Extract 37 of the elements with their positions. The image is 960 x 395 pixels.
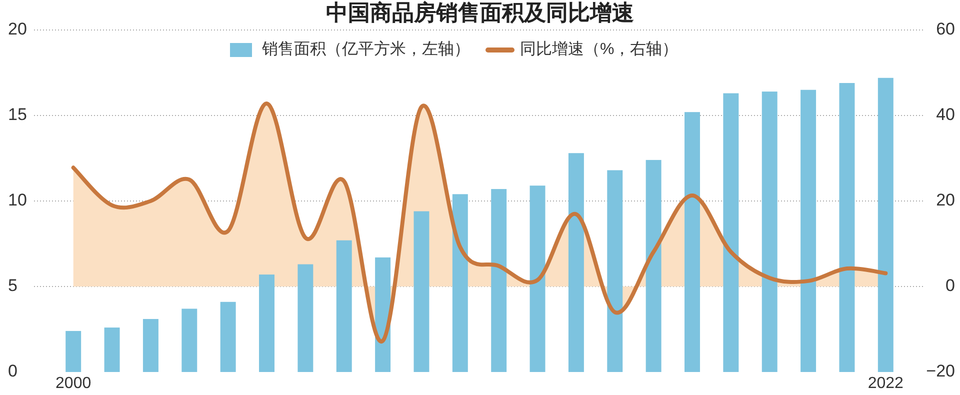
- y2-tick-label: 60: [936, 19, 955, 38]
- bar: [684, 112, 700, 372]
- bar: [491, 189, 507, 372]
- bar: [375, 257, 391, 372]
- bar: [182, 308, 198, 372]
- bar: [762, 92, 778, 372]
- x-tick-label: 2000: [56, 375, 92, 392]
- bar: [414, 211, 430, 372]
- y-tick-label: 15: [8, 104, 27, 124]
- bar: [607, 170, 623, 372]
- chart-title: 中国商品房销售面积及同比增速: [326, 0, 634, 25]
- bar: [220, 302, 236, 372]
- bar: [66, 330, 82, 372]
- bar: [104, 328, 120, 372]
- y-tick-label: 5: [8, 276, 18, 295]
- bar: [878, 78, 894, 372]
- y2-tick-label: −20: [926, 361, 955, 380]
- legend-label: 销售面积（亿平方米，左轴）: [261, 40, 470, 58]
- y2-tick-label: 40: [936, 104, 955, 124]
- y2-tick-label: 20: [936, 190, 955, 210]
- bar: [336, 240, 352, 372]
- y-tick-label: 0: [8, 361, 18, 380]
- y-tick-label: 10: [8, 190, 27, 210]
- bar: [568, 153, 584, 372]
- x-tick-label: 2022: [868, 375, 904, 392]
- bar: [142, 318, 158, 372]
- y2-tick-label: 0: [946, 276, 955, 295]
- bar: [646, 160, 662, 372]
- bar: [259, 274, 274, 372]
- y-tick-label: 20: [8, 19, 27, 38]
- bar: [530, 186, 546, 372]
- bar: [800, 90, 816, 372]
- legend-label: 同比增速（%，右轴）: [520, 40, 678, 58]
- bar: [452, 194, 468, 372]
- bar: [298, 264, 314, 372]
- bar: [723, 93, 739, 372]
- bar: [839, 83, 855, 372]
